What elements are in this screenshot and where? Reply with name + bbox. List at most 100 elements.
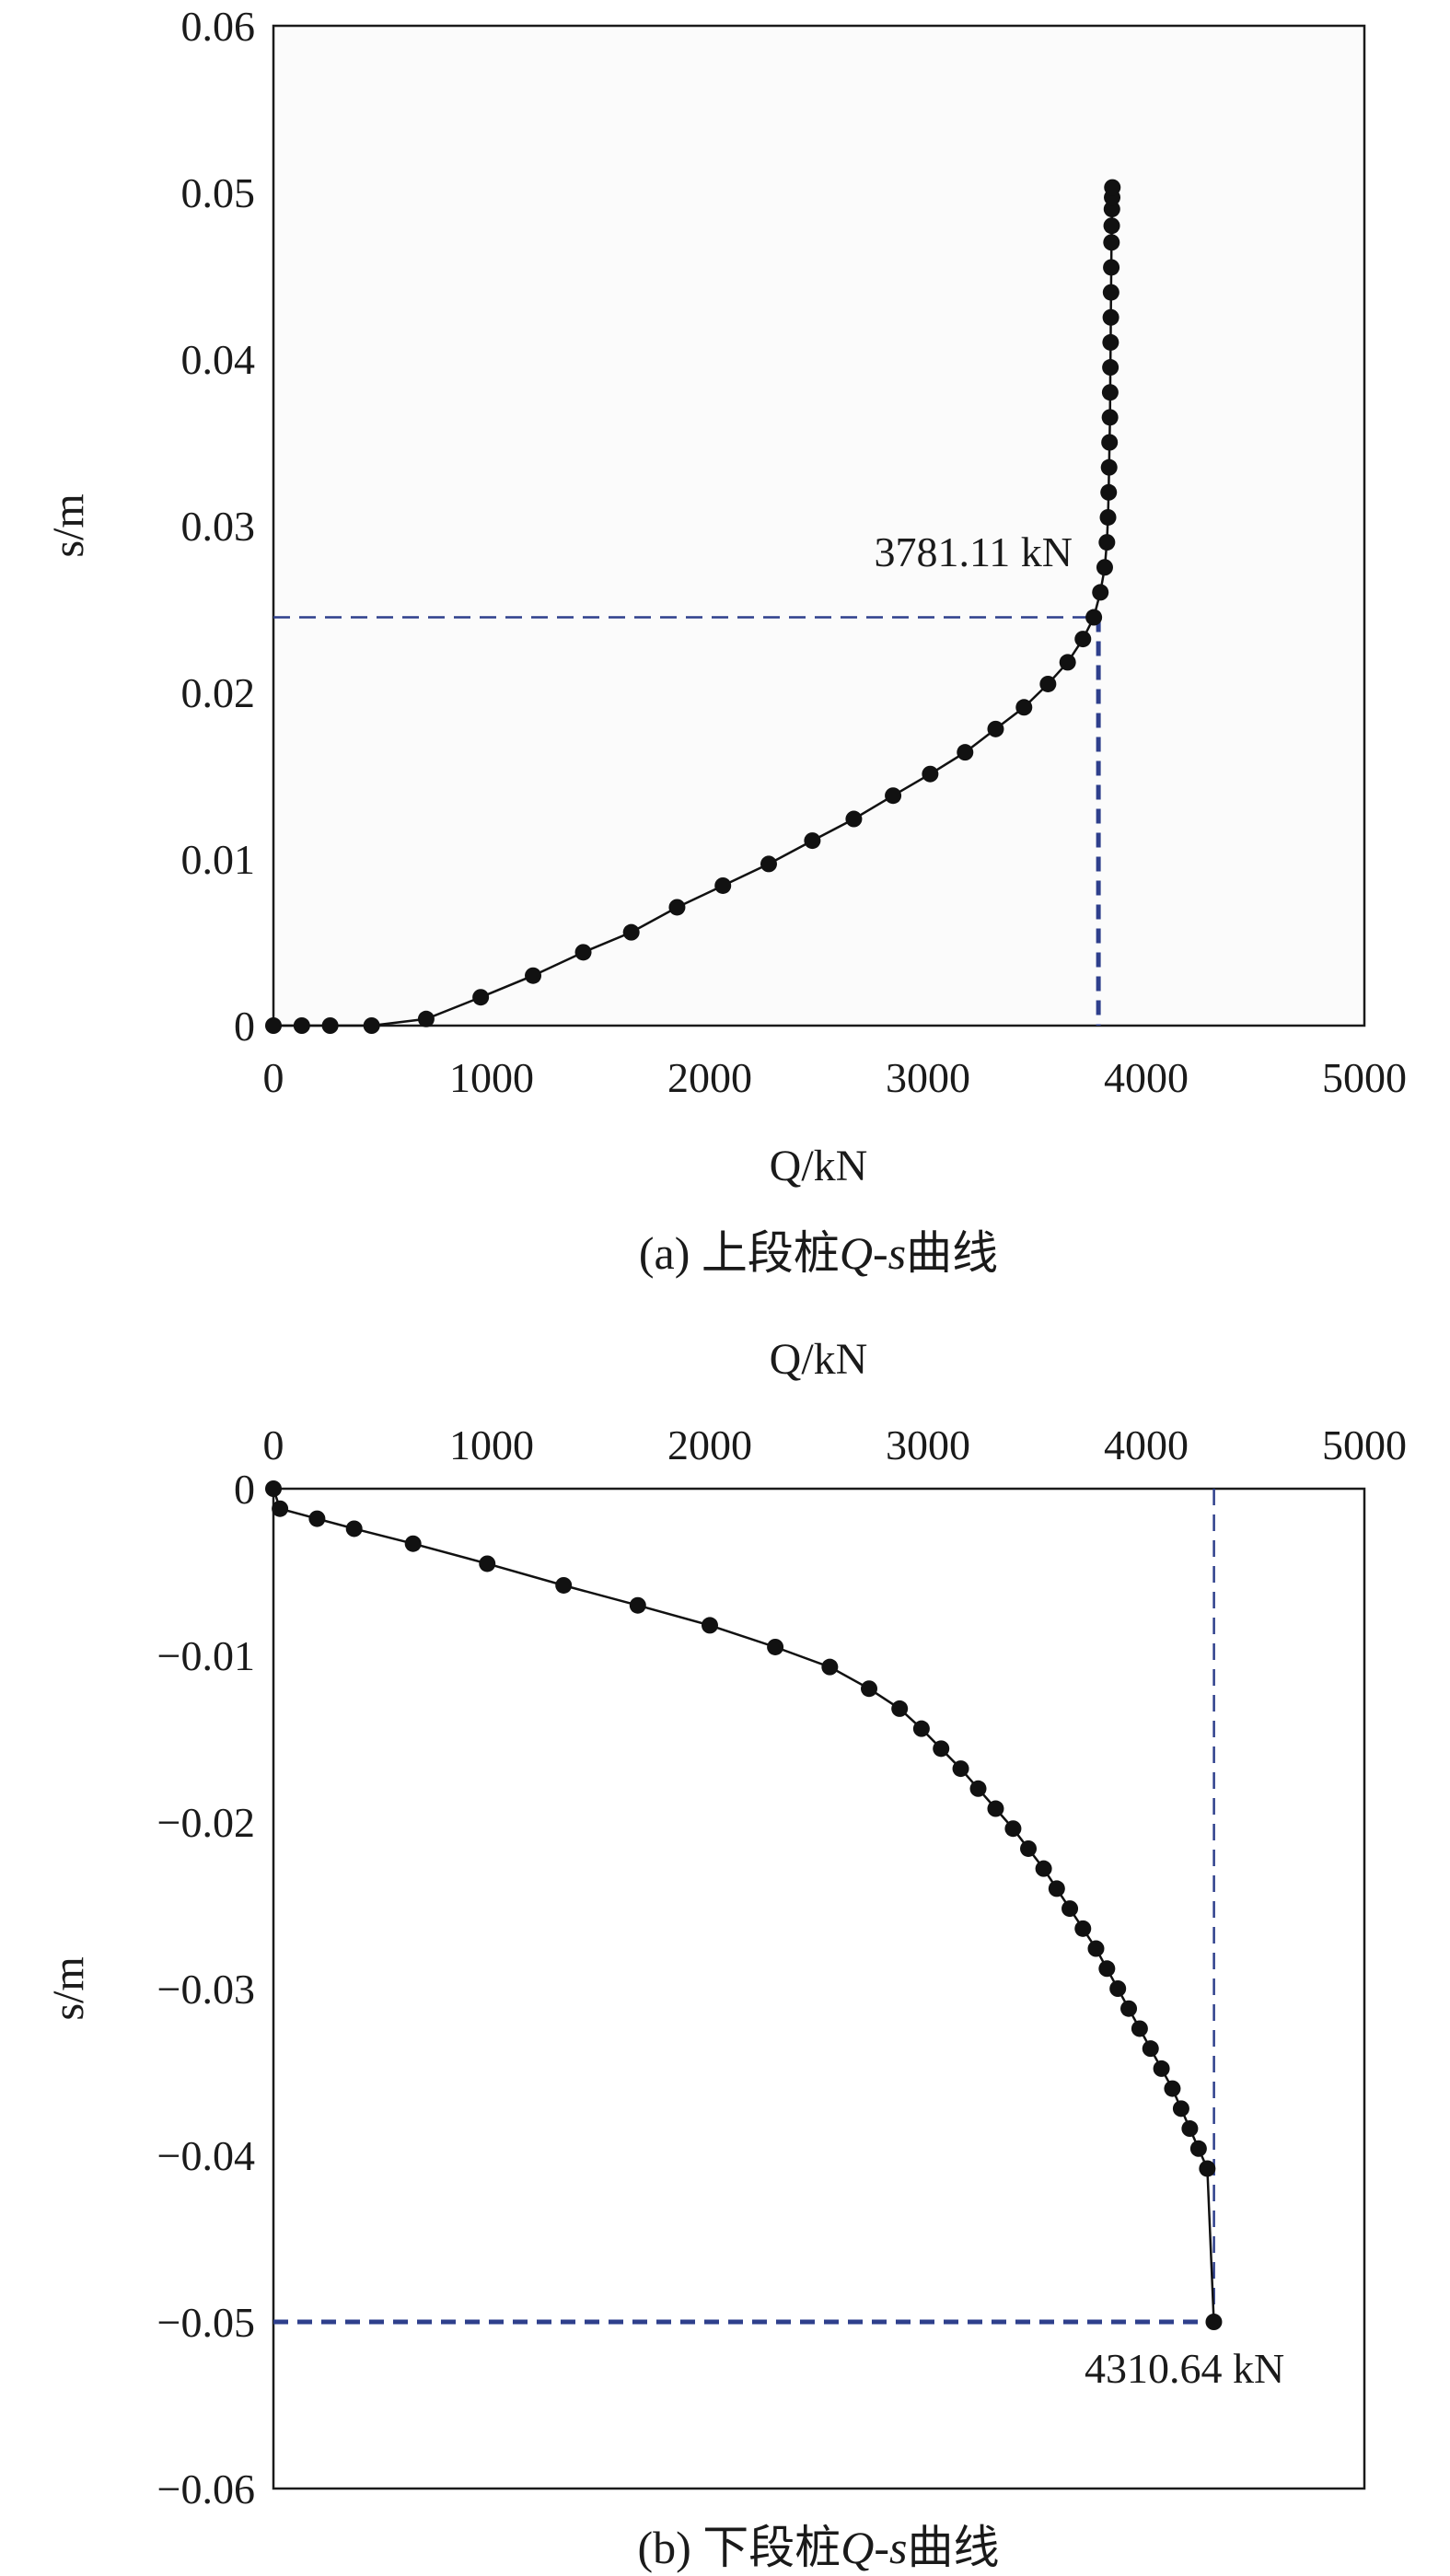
a-point-2: [321, 1017, 339, 1034]
b-point-15: [952, 1760, 969, 1778]
a-point-37: [1103, 234, 1120, 251]
a-x-tick-1: 1000: [449, 1054, 534, 1101]
chart-b: Q/kN 0 1000 2000 3000 4000 5000 0 −0.01 −0.02 −0…: [44, 1335, 1407, 2573]
b-point-27: [1120, 2000, 1138, 2017]
b-point-2: [308, 1510, 326, 1527]
b-point-36: [1205, 2314, 1223, 2330]
chart-a-caption: (a) 上段桩Q-s曲线: [639, 1227, 998, 1279]
b-point-6: [555, 1576, 573, 1594]
a-point-5: [472, 989, 490, 1006]
chart-b-x-axis-label: Q/kN: [770, 1335, 868, 1384]
chart-b-x-tick-labels: 0 1000 2000 3000 4000 5000: [263, 1421, 1408, 1468]
a-point-21: [1074, 631, 1092, 648]
a-point-33: [1102, 333, 1119, 351]
b-point-34: [1189, 2140, 1207, 2157]
b-y-tick-4: −0.04: [157, 2132, 255, 2179]
b-point-32: [1172, 2100, 1189, 2118]
a-point-27: [1100, 483, 1118, 501]
a-point-31: [1101, 384, 1119, 401]
b-point-12: [891, 1700, 909, 1717]
b-y-tick-3: −0.03: [157, 1966, 255, 2013]
b-x-tick-0: 0: [263, 1421, 284, 1468]
b-point-24: [1087, 1940, 1105, 1957]
a-point-23: [1092, 584, 1109, 601]
a-y-tick-3: 0.03: [181, 503, 256, 550]
chart-a-x-tick-labels: 0 1000 2000 3000 4000 5000: [263, 1054, 1408, 1101]
chart-a-y-axis-label: s/m: [44, 493, 93, 557]
b-point-29: [1142, 2040, 1159, 2058]
a-point-30: [1101, 409, 1119, 426]
a-point-3: [363, 1017, 380, 1034]
b-y-tick-0: 0: [234, 1466, 255, 1513]
a-y-tick-2: 0.02: [181, 669, 256, 716]
b-point-19: [1020, 1839, 1038, 1857]
chart-b-y-axis-label: s/m: [44, 1956, 93, 2020]
chart-a: 0 1000 2000 3000 4000 5000 00.010.020.030.040…: [44, 3, 1407, 1279]
a-point-22: [1085, 609, 1103, 626]
b-point-20: [1035, 1860, 1052, 1877]
b-y-tick-6: −0.06: [157, 2466, 255, 2512]
b-point-5: [479, 1555, 496, 1572]
chart-a-y-tick-labels: 0 0.01 0.02 0.03 0.04 0.05 0.06: [181, 3, 256, 1050]
chart-a-plot-area: [272, 24, 1366, 1027]
a-point-20: [1059, 654, 1076, 671]
a-x-tick-4: 4000: [1104, 1054, 1189, 1101]
b-point-26: [1109, 1980, 1127, 1997]
a-point-8: [622, 923, 640, 941]
b-point-10: [821, 1658, 839, 1676]
a-point-14: [885, 787, 902, 805]
a-y-tick-4: 0.04: [181, 336, 256, 383]
a-point-29: [1101, 434, 1119, 451]
chart-a-annotation: 3781.11 kN: [874, 528, 1073, 575]
b-point-16: [969, 1780, 987, 1797]
a-point-13: [845, 810, 863, 828]
b-point-9: [767, 1638, 784, 1655]
chart-b-y-tick-labels: 0 −0.01 −0.02 −0.03 −0.04 −0.05 −0.06: [157, 1466, 255, 2512]
a-y-tick-5: 0.05: [181, 169, 256, 216]
a-point-17: [987, 720, 1004, 737]
b-point-11: [861, 1680, 878, 1698]
a-x-tick-0: 0: [263, 1054, 284, 1101]
a-point-7: [574, 944, 592, 961]
b-point-4: [404, 1535, 422, 1552]
b-x-tick-1: 1000: [449, 1421, 534, 1468]
b-point-21: [1048, 1880, 1065, 1897]
b-point-1: [272, 1500, 289, 1517]
b-point-33: [1181, 2120, 1199, 2138]
chart-a-guide-lines: [273, 616, 1101, 1026]
b-x-tick-3: 3000: [886, 1421, 970, 1468]
b-point-7: [629, 1596, 646, 1614]
a-point-38: [1103, 217, 1120, 235]
b-point-13: [912, 1720, 930, 1737]
a-point-1: [293, 1017, 310, 1034]
b-y-tick-2: −0.02: [157, 1799, 255, 1846]
b-point-22: [1061, 1900, 1079, 1918]
a-y-tick-6: 0.06: [181, 3, 256, 50]
chart-b-annotation: 4310.64 kN: [1085, 2345, 1284, 2392]
b-point-3: [345, 1520, 363, 1537]
chart-a-x-axis-label: Q/kN: [770, 1142, 868, 1190]
b-point-8: [702, 1617, 718, 1634]
b-point-0: [265, 1480, 282, 1497]
a-point-32: [1102, 359, 1119, 377]
chart-b-plot-area: [272, 1487, 1366, 2490]
b-x-tick-2: 2000: [667, 1421, 752, 1468]
b-x-tick-5: 5000: [1322, 1421, 1407, 1468]
a-point-41: [1104, 179, 1121, 196]
a-point-25: [1098, 534, 1116, 551]
chart-a-series: [265, 179, 1121, 1034]
a-y-tick-1: 0.01: [181, 836, 256, 883]
a-point-35: [1102, 284, 1119, 301]
a-point-10: [714, 876, 732, 894]
a-x-tick-2: 2000: [667, 1054, 752, 1101]
b-point-30: [1153, 2060, 1170, 2077]
a-x-tick-5: 5000: [1322, 1054, 1407, 1101]
b-point-14: [933, 1740, 950, 1758]
b-point-31: [1164, 2080, 1181, 2097]
chart-b-series: [265, 1480, 1223, 2330]
a-point-6: [525, 967, 542, 984]
a-y-tick-0: 0: [234, 1003, 255, 1050]
chart-b-guide-lines: [273, 1489, 1215, 2325]
